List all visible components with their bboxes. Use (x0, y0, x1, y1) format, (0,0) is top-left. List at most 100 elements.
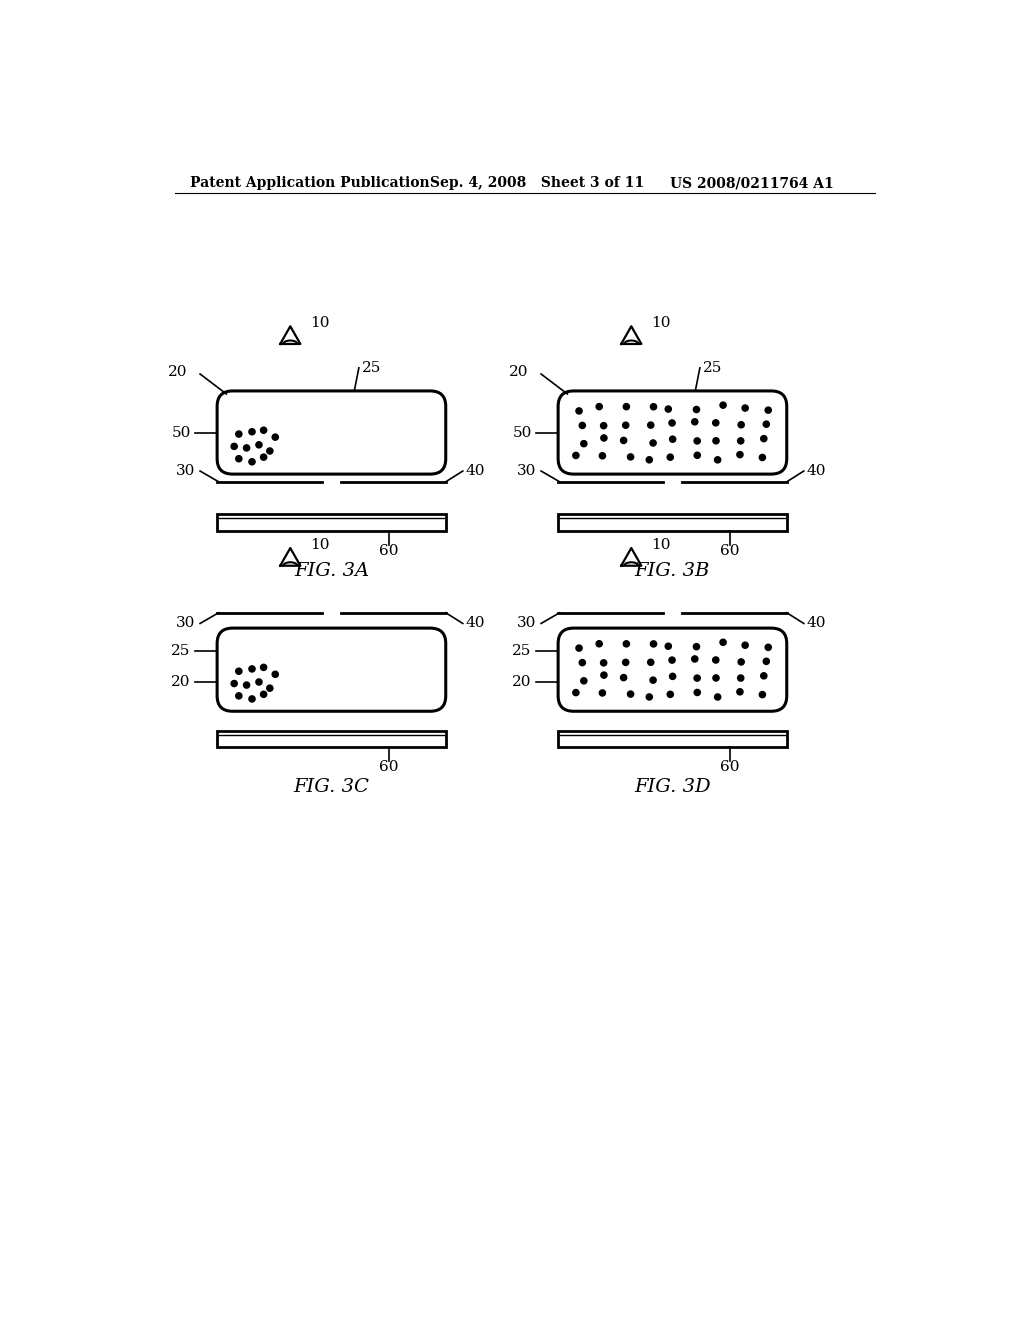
Circle shape (628, 690, 634, 697)
Circle shape (596, 404, 602, 409)
Text: FIG. 3D: FIG. 3D (634, 779, 711, 796)
Circle shape (761, 673, 767, 678)
Circle shape (713, 675, 719, 681)
FancyBboxPatch shape (558, 391, 786, 474)
Text: 60: 60 (379, 544, 398, 558)
Circle shape (236, 693, 242, 700)
Circle shape (575, 645, 582, 651)
Text: 30: 30 (517, 616, 537, 631)
Circle shape (244, 682, 250, 688)
Circle shape (693, 644, 699, 649)
Circle shape (249, 696, 255, 702)
Text: 30: 30 (517, 465, 537, 478)
Circle shape (572, 453, 579, 458)
Circle shape (691, 418, 698, 425)
Text: 20: 20 (509, 366, 528, 379)
Circle shape (623, 659, 629, 665)
Text: 40: 40 (807, 616, 826, 631)
Circle shape (742, 405, 749, 411)
Circle shape (742, 642, 749, 648)
Circle shape (600, 422, 607, 429)
Circle shape (650, 640, 656, 647)
Circle shape (601, 434, 607, 441)
Circle shape (249, 459, 255, 465)
Text: 30: 30 (176, 465, 196, 478)
Circle shape (231, 444, 238, 450)
Text: 60: 60 (379, 760, 398, 775)
Circle shape (249, 665, 255, 672)
Text: 10: 10 (310, 539, 330, 552)
Circle shape (737, 438, 743, 444)
Circle shape (272, 434, 279, 441)
Circle shape (580, 422, 586, 429)
Circle shape (765, 407, 771, 413)
Circle shape (236, 668, 242, 675)
Circle shape (581, 441, 587, 446)
Circle shape (666, 407, 672, 412)
Circle shape (668, 692, 674, 697)
Circle shape (647, 422, 654, 428)
Text: 60: 60 (720, 544, 739, 558)
Text: 20: 20 (168, 366, 187, 379)
Circle shape (231, 681, 238, 686)
Circle shape (646, 694, 652, 700)
Text: 50: 50 (171, 425, 190, 440)
Text: Sep. 4, 2008   Sheet 3 of 11: Sep. 4, 2008 Sheet 3 of 11 (430, 176, 644, 190)
Circle shape (670, 436, 676, 442)
Text: 25: 25 (702, 360, 722, 375)
Circle shape (759, 692, 766, 698)
Circle shape (256, 442, 262, 447)
Circle shape (737, 675, 743, 681)
Text: US 2008/0211764 A1: US 2008/0211764 A1 (671, 176, 835, 190)
Circle shape (646, 457, 652, 463)
Circle shape (650, 440, 656, 446)
Circle shape (260, 428, 266, 433)
Text: 20: 20 (171, 675, 190, 689)
Circle shape (650, 677, 656, 684)
Text: FIG. 3C: FIG. 3C (294, 779, 370, 796)
Text: 25: 25 (512, 644, 531, 659)
Circle shape (260, 692, 266, 697)
Circle shape (668, 454, 674, 461)
FancyBboxPatch shape (217, 628, 445, 711)
Text: 40: 40 (466, 616, 485, 631)
Text: FIG. 3A: FIG. 3A (294, 562, 369, 579)
Circle shape (694, 689, 700, 696)
Circle shape (272, 671, 279, 677)
Circle shape (260, 664, 266, 671)
Circle shape (666, 643, 672, 649)
Text: 20: 20 (512, 675, 531, 689)
Circle shape (694, 453, 700, 458)
Circle shape (600, 660, 607, 665)
Text: 40: 40 (807, 465, 826, 478)
Circle shape (572, 689, 579, 696)
Circle shape (737, 689, 743, 694)
Text: 10: 10 (651, 317, 671, 330)
Text: 25: 25 (171, 644, 190, 659)
Circle shape (763, 659, 769, 664)
Text: FIG. 3B: FIG. 3B (635, 562, 710, 579)
Circle shape (715, 694, 721, 700)
Circle shape (761, 436, 767, 442)
Circle shape (621, 675, 627, 681)
Circle shape (765, 644, 771, 651)
Circle shape (713, 438, 719, 444)
Circle shape (624, 404, 630, 409)
FancyBboxPatch shape (558, 730, 786, 747)
Text: 60: 60 (720, 760, 739, 775)
Circle shape (650, 404, 656, 409)
Circle shape (266, 685, 273, 692)
Circle shape (691, 656, 698, 663)
Circle shape (601, 672, 607, 678)
FancyBboxPatch shape (217, 730, 445, 747)
Circle shape (256, 678, 262, 685)
Circle shape (575, 408, 582, 414)
Circle shape (599, 690, 605, 696)
Circle shape (713, 657, 719, 663)
Circle shape (244, 445, 250, 451)
Circle shape (623, 422, 629, 428)
Circle shape (669, 420, 675, 426)
Circle shape (236, 455, 242, 462)
Circle shape (759, 454, 766, 461)
Circle shape (738, 421, 744, 428)
